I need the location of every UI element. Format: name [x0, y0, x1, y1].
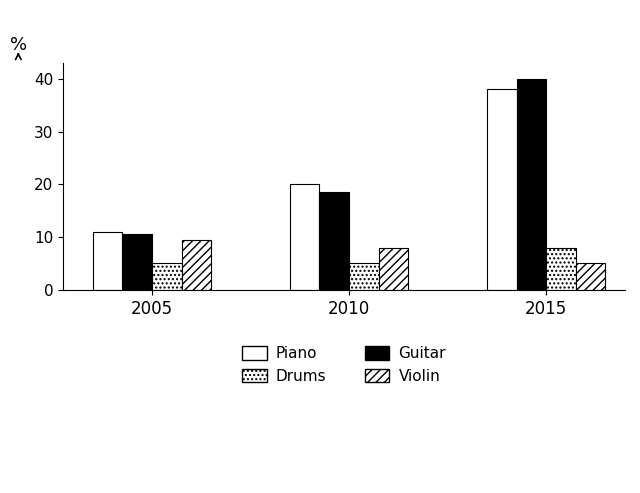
Legend: Piano, Drums, Guitar, Violin: Piano, Drums, Guitar, Violin	[235, 338, 454, 391]
Bar	[290, 184, 319, 290]
Bar	[349, 263, 379, 290]
Bar	[487, 89, 516, 290]
Bar	[576, 263, 605, 290]
Bar	[152, 263, 182, 290]
Bar	[379, 247, 408, 290]
Bar	[516, 79, 546, 290]
Bar	[122, 235, 152, 290]
Bar	[546, 247, 576, 290]
Bar	[182, 240, 211, 290]
Bar	[319, 192, 349, 290]
Text: %: %	[10, 36, 27, 54]
Bar	[93, 232, 122, 290]
